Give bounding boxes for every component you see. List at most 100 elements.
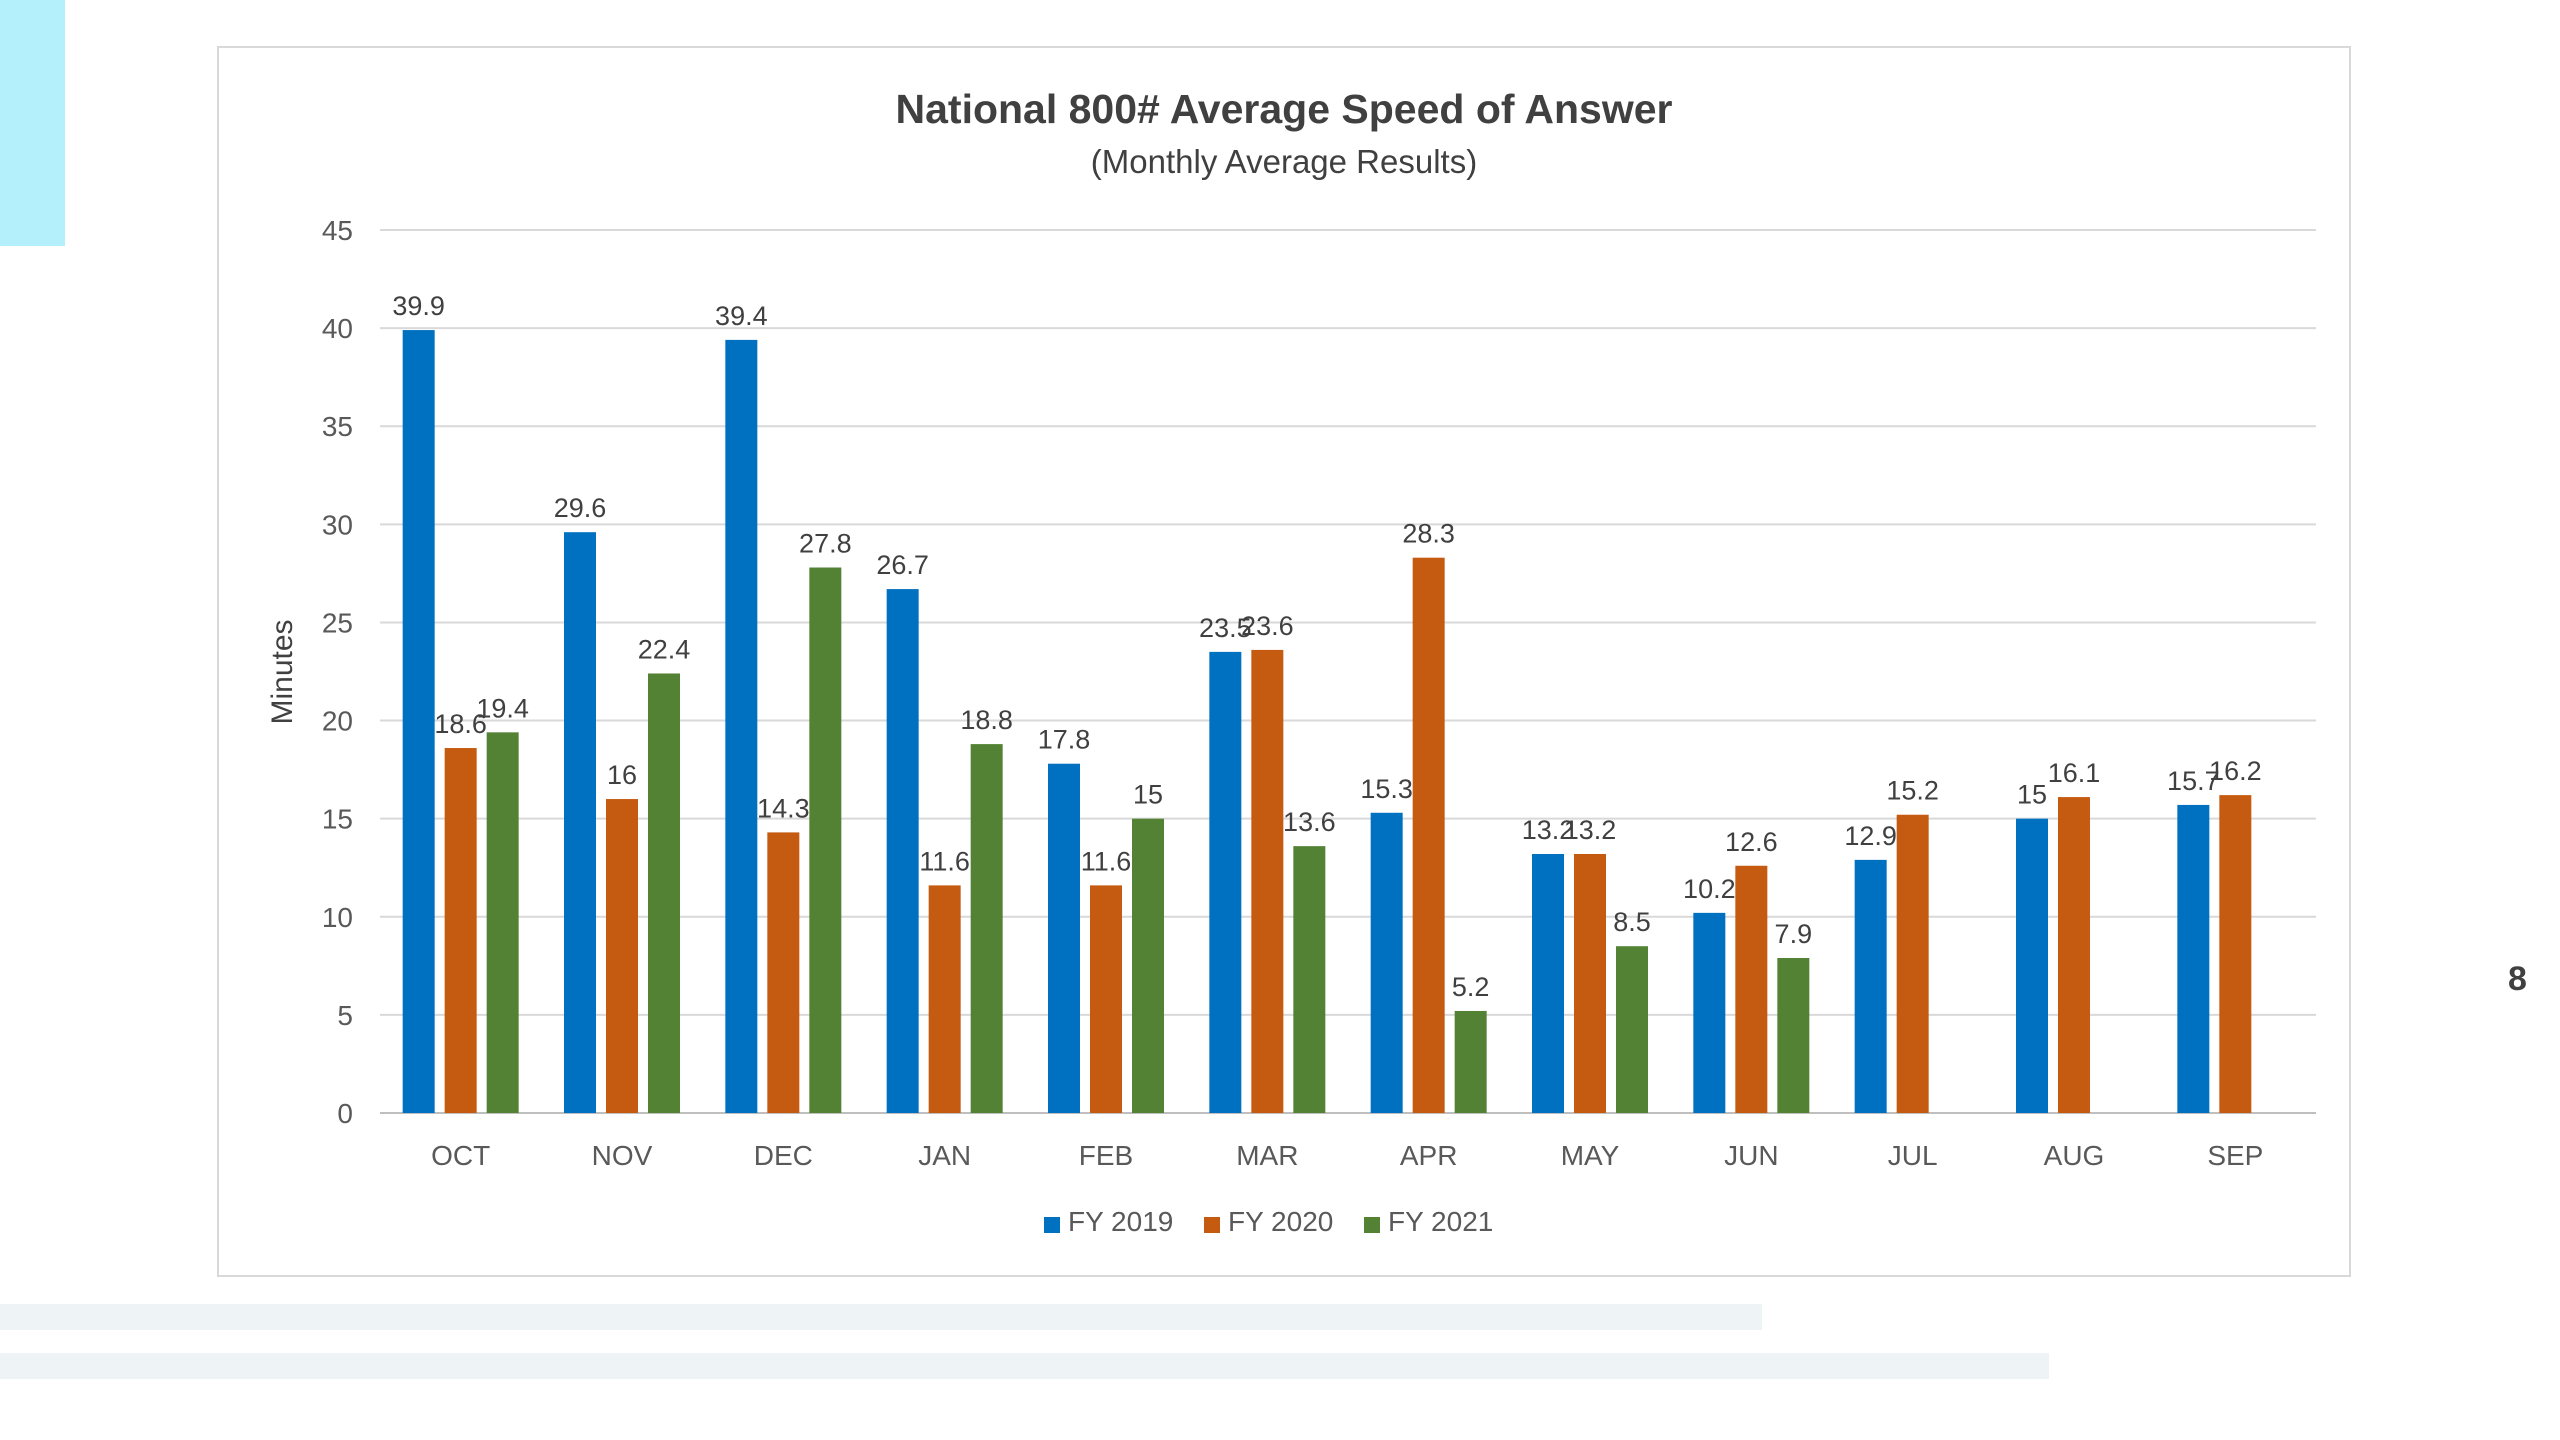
y-tick-label: 35 [322, 411, 353, 442]
y-tick-label: 45 [322, 215, 353, 246]
bar-fy-2021-mar [1293, 846, 1326, 1113]
bar-fy-2019-feb [1048, 763, 1080, 1113]
data-label: 18.6 [434, 709, 487, 739]
y-tick-label: 0 [337, 1098, 353, 1129]
bar-fy-2019-aug [2016, 818, 2048, 1113]
data-label: 26.7 [876, 550, 929, 580]
bar-fy-2019-jun [1693, 912, 1726, 1113]
data-label: 15 [1133, 780, 1163, 810]
data-label: 16.2 [2209, 756, 2262, 786]
bar-fy-2020-dec [767, 832, 800, 1113]
bar-fy-2020-may [1574, 853, 1606, 1113]
legend-swatch [1204, 1217, 1220, 1233]
legend-entry: FY 2021 [1388, 1206, 1493, 1237]
legend-entry: FY 2020 [1228, 1206, 1333, 1237]
data-label: 29.6 [554, 493, 607, 523]
bar-fy-2019-mar [1209, 651, 1242, 1113]
x-tick-label: JUL [1888, 1140, 1938, 1171]
bar-fy-2019-jan [886, 589, 919, 1113]
x-tick-label: JAN [918, 1140, 971, 1171]
bar-fy-2020-apr [1412, 557, 1445, 1113]
footer-bar [0, 1353, 2049, 1379]
bar-fy-2019-apr [1370, 812, 1403, 1113]
y-tick-label: 10 [322, 902, 353, 933]
bar-fy-2020-jun [1735, 865, 1768, 1113]
data-label: 14.3 [757, 793, 810, 823]
slide-accent-block [0, 0, 65, 246]
data-label: 18.8 [960, 705, 1013, 735]
bar-fy-2021-apr [1454, 1010, 1487, 1113]
x-tick-label: OCT [431, 1140, 490, 1171]
bar-fy-2021-nov [648, 673, 680, 1113]
data-label: 11.6 [1081, 846, 1132, 876]
legend-swatch [1364, 1217, 1380, 1233]
data-label: 15.3 [1360, 774, 1413, 804]
bar-fy-2020-aug [2058, 797, 2090, 1113]
data-label: 23.6 [1241, 611, 1294, 641]
bar-fy-2019-jul [1854, 859, 1887, 1113]
x-tick-label: SEP [2207, 1140, 2263, 1171]
bar-fy-2021-dec [809, 567, 842, 1113]
data-label: 16.1 [2048, 758, 2101, 788]
data-label: 16 [607, 760, 637, 790]
x-tick-label: JUN [1724, 1140, 1778, 1171]
legend-swatch [1044, 1217, 1060, 1233]
data-label: 28.3 [1402, 519, 1455, 549]
bar-fy-2020-mar [1251, 649, 1284, 1113]
y-tick-label: 25 [322, 607, 353, 638]
data-label: 23.5 [1199, 613, 1252, 643]
bar-fy-2020-jan [928, 885, 961, 1113]
bar-fy-2020-sep [2219, 795, 2252, 1113]
data-label: 39.4 [715, 301, 768, 331]
bar-fy-2019-sep [2177, 804, 2210, 1113]
data-label: 10.2 [1683, 874, 1736, 904]
data-label: 11.6 [919, 846, 970, 876]
data-label: 12.9 [1844, 821, 1897, 851]
bar-fy-2021-jun [1777, 957, 1810, 1113]
bar-fy-2020-nov [606, 799, 638, 1113]
bar-fy-2021-may [1616, 946, 1648, 1113]
data-label: 17.8 [1038, 725, 1091, 755]
bar-fy-2021-feb [1132, 818, 1164, 1113]
bar-fy-2021-oct [486, 732, 519, 1113]
x-tick-label: MAY [1561, 1140, 1620, 1171]
data-label: 15.2 [1886, 776, 1939, 806]
data-label: 13.2 [1522, 815, 1575, 845]
chart-title: National 800# Average Speed of Answer [896, 86, 1673, 132]
chart-frame: National 800# Average Speed of Answer (M… [217, 46, 2351, 1277]
y-tick-label: 30 [322, 509, 353, 540]
data-label: 5.2 [1452, 972, 1490, 1002]
x-tick-label: DEC [754, 1140, 813, 1171]
y-tick-label: 20 [322, 706, 353, 737]
page-number: 8 [2508, 960, 2527, 998]
data-label: 12.6 [1725, 827, 1778, 857]
data-label: 7.9 [1775, 919, 1813, 949]
x-tick-label: NOV [592, 1140, 653, 1171]
chart-subtitle: (Monthly Average Results) [1091, 143, 1477, 180]
data-label: 27.8 [799, 529, 852, 559]
y-axis-label: Minutes [266, 619, 299, 724]
data-label: 15.7 [2167, 766, 2220, 796]
x-tick-label: APR [1400, 1140, 1458, 1171]
data-label: 8.5 [1613, 907, 1651, 937]
bar-fy-2019-dec [725, 339, 758, 1114]
y-tick-label: 5 [337, 1000, 353, 1031]
bar-fy-2019-nov [564, 532, 596, 1113]
bar-fy-2019-oct [402, 330, 435, 1113]
bar-fy-2020-jul [1896, 814, 1929, 1113]
x-tick-label: AUG [2044, 1140, 2105, 1171]
bar-fy-2019-may [1532, 853, 1564, 1113]
bar-fy-2020-feb [1090, 885, 1122, 1113]
bar-chart: National 800# Average Speed of Answer (M… [266, 86, 2316, 1237]
data-label: 19.4 [476, 693, 529, 723]
data-label: 22.4 [638, 634, 691, 664]
x-tick-label: FEB [1079, 1140, 1133, 1171]
y-tick-label: 15 [322, 804, 353, 835]
bar-fy-2021-jan [970, 744, 1003, 1113]
footer-bar [0, 1304, 1762, 1330]
x-tick-label: MAR [1236, 1140, 1298, 1171]
bar-fy-2020-oct [444, 748, 477, 1113]
data-label: 39.9 [392, 291, 445, 321]
legend-entry: FY 2019 [1068, 1206, 1173, 1237]
data-label: 13.2 [1564, 815, 1617, 845]
